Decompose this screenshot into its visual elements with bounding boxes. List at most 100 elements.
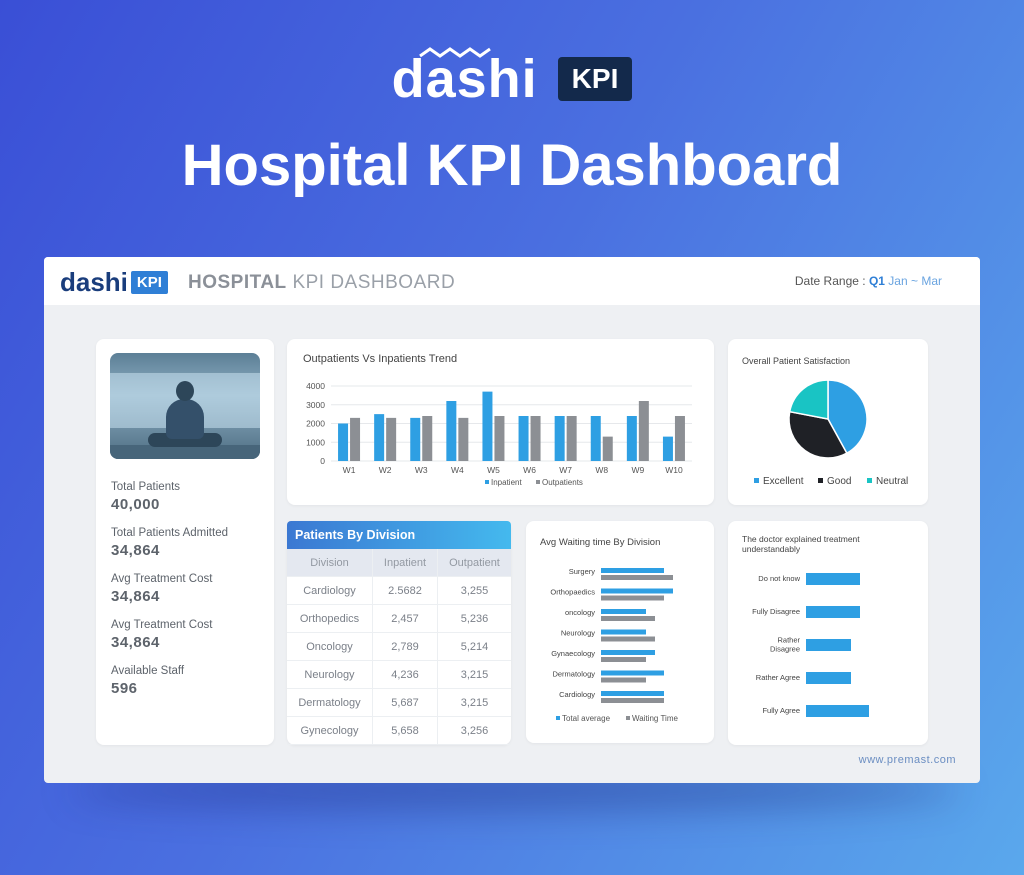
bar-inpatient [338,423,349,461]
kpi-item: Avg Treatment Cost 34,864 [111,619,228,651]
table-row[interactable]: Neurology 4,236 3,215 [287,661,511,689]
meditation-photo [110,353,260,459]
x-tick-label: W10 [665,465,683,475]
x-tick-label: W3 [415,465,428,475]
bar-inpatient [662,436,673,461]
waiting-time-card: Avg Waiting time By Division Surgery Orth… [526,521,714,743]
hero-logo-wordmark: dashi [391,47,538,109]
y-category-label: oncology [565,608,595,617]
bar-outpatients [386,417,397,461]
x-tick-label: W8 [595,465,608,475]
bar-total-average [601,629,646,635]
bar-inpatient [410,417,421,461]
y-category-label: Fully Disagree [752,607,800,616]
dashboard-title-rest: KPI DASHBOARD [292,272,456,293]
legend-swatch [818,478,823,483]
dashboard-logo-text: dashi [60,267,128,297]
legend-swatch [626,716,630,720]
outpatient-cell: 3,215 [460,696,489,709]
bar-waiting-time [601,698,664,703]
legend-label: Excellent [763,476,804,487]
bar-inpatient [554,416,565,461]
inpatient-cell: 5,658 [373,717,438,744]
bar-inpatient [374,414,385,461]
legend-label: Total average [562,714,611,723]
bar-outpatients [602,436,613,461]
trend-chart-card: Outpatients Vs Inpatients Trend 0 1000 200… [287,339,714,505]
kpi-value: 34,864 [111,634,160,651]
bar-inpatient [482,391,493,461]
photo-person-body [166,399,204,439]
column-header[interactable]: Division [287,549,373,576]
kpi-item: Available Staff 596 [111,665,228,697]
dashboard-panel: dashi KPI HOSPITAL KPI DASHBOARD Date Ra… [44,257,980,783]
bar-waiting-time [601,657,646,662]
bar-outpatients [458,417,469,461]
doctor-explained-title: The doctor explained treatment understan… [742,534,860,554]
division-table-card: Patients By Division Division Inpatient … [287,521,511,745]
division-cell: Dermatology [287,689,373,716]
table-row[interactable]: Gynecology 5,658 3,256 [287,717,511,745]
bar-outpatients [350,417,361,461]
inpatient-cell: 4,236 [373,661,438,688]
y-category-label: Cardiology [559,690,595,699]
satisfaction-card: Overall Patient Satisfaction Excellent Go… [728,339,928,505]
dashboard-title-bold: HOSPITAL [188,272,287,293]
column-header[interactable]: Outpatient [449,556,500,569]
table-row[interactable]: Orthopedics 2,457 5,236 [287,605,511,633]
y-tick-label: 3000 [306,400,325,410]
legend-label: Waiting Time [632,714,678,723]
legend-swatch [867,478,872,483]
footer-url[interactable]: www.premast.com [858,754,956,766]
kpi-item: Total Patients Admitted 34,864 [111,527,228,559]
bar [806,573,860,585]
bar-outpatients [530,416,541,461]
bar-total-average [601,650,655,655]
bar-waiting-time [601,636,655,642]
inpatient-cell: 2.5682 [373,577,438,604]
satisfaction-pie-chart: Excellent Good Neutral [754,379,908,487]
x-tick-label: W1 [343,465,356,475]
kpi-label: Avg Treatment Cost [111,619,213,631]
table-row[interactable]: Oncology 2,789 5,214 [287,633,511,661]
legend-swatch [485,480,489,484]
dashboard-logo[interactable]: dashi KPI [60,267,168,298]
hero-title: Hospital KPI Dashboard [181,133,843,198]
pie-slice-neutral [788,379,829,420]
bar-total-average [601,588,673,594]
waiting-time-title: Avg Waiting time By Division [540,537,661,548]
table-row[interactable]: Cardiology 2.5682 3,255 [287,577,511,605]
y-tick-label: 0 [320,456,325,466]
legend-swatch [536,480,540,484]
y-category-label: Neurology [561,629,595,638]
bar-waiting-time [601,616,655,621]
bar-inpatient [626,416,637,461]
y-tick-label: 1000 [306,437,325,447]
column-header[interactable]: Inpatient [373,549,438,576]
bar-outpatients [422,416,433,461]
bar-inpatient [518,416,529,461]
doctor-explained-card: The doctor explained treatment understan… [728,521,928,745]
outpatient-cell: 5,236 [460,612,489,625]
kpi-value: 34,864 [111,542,160,559]
hero-logo-badge: KPI [557,57,633,101]
date-range[interactable]: Date Range : Q1 Jan ~ Mar [795,274,942,288]
date-range-label: Date Range : [794,274,866,288]
photo-person-head [176,381,194,401]
division-cell: Neurology [287,661,373,688]
kpi-item: Avg Treatment Cost 34,864 [111,573,228,605]
kpi-label: Total Patients [111,481,181,493]
date-range-months: Jan ~ Mar [888,274,942,288]
bar-inpatient [590,416,601,461]
x-tick-label: W4 [451,465,464,475]
dashboard-logo-badge: KPI [130,271,168,294]
bar-total-average [601,609,646,614]
trend-chart: 0 1000 2000 3000 4000 W1 W2 W3 W4 W5 W6 W7 W8 W9 W10 In… [306,381,692,487]
bar-total-average [601,568,664,573]
kpi-label: Available Staff [111,665,185,677]
date-range-quarter: Q1 [868,274,885,288]
bar-outpatients [566,416,577,461]
inpatient-cell: 5,687 [373,689,438,716]
table-row[interactable]: Dermatology 5,687 3,215 [287,689,511,717]
hero-logo-text: dashi [391,49,538,109]
